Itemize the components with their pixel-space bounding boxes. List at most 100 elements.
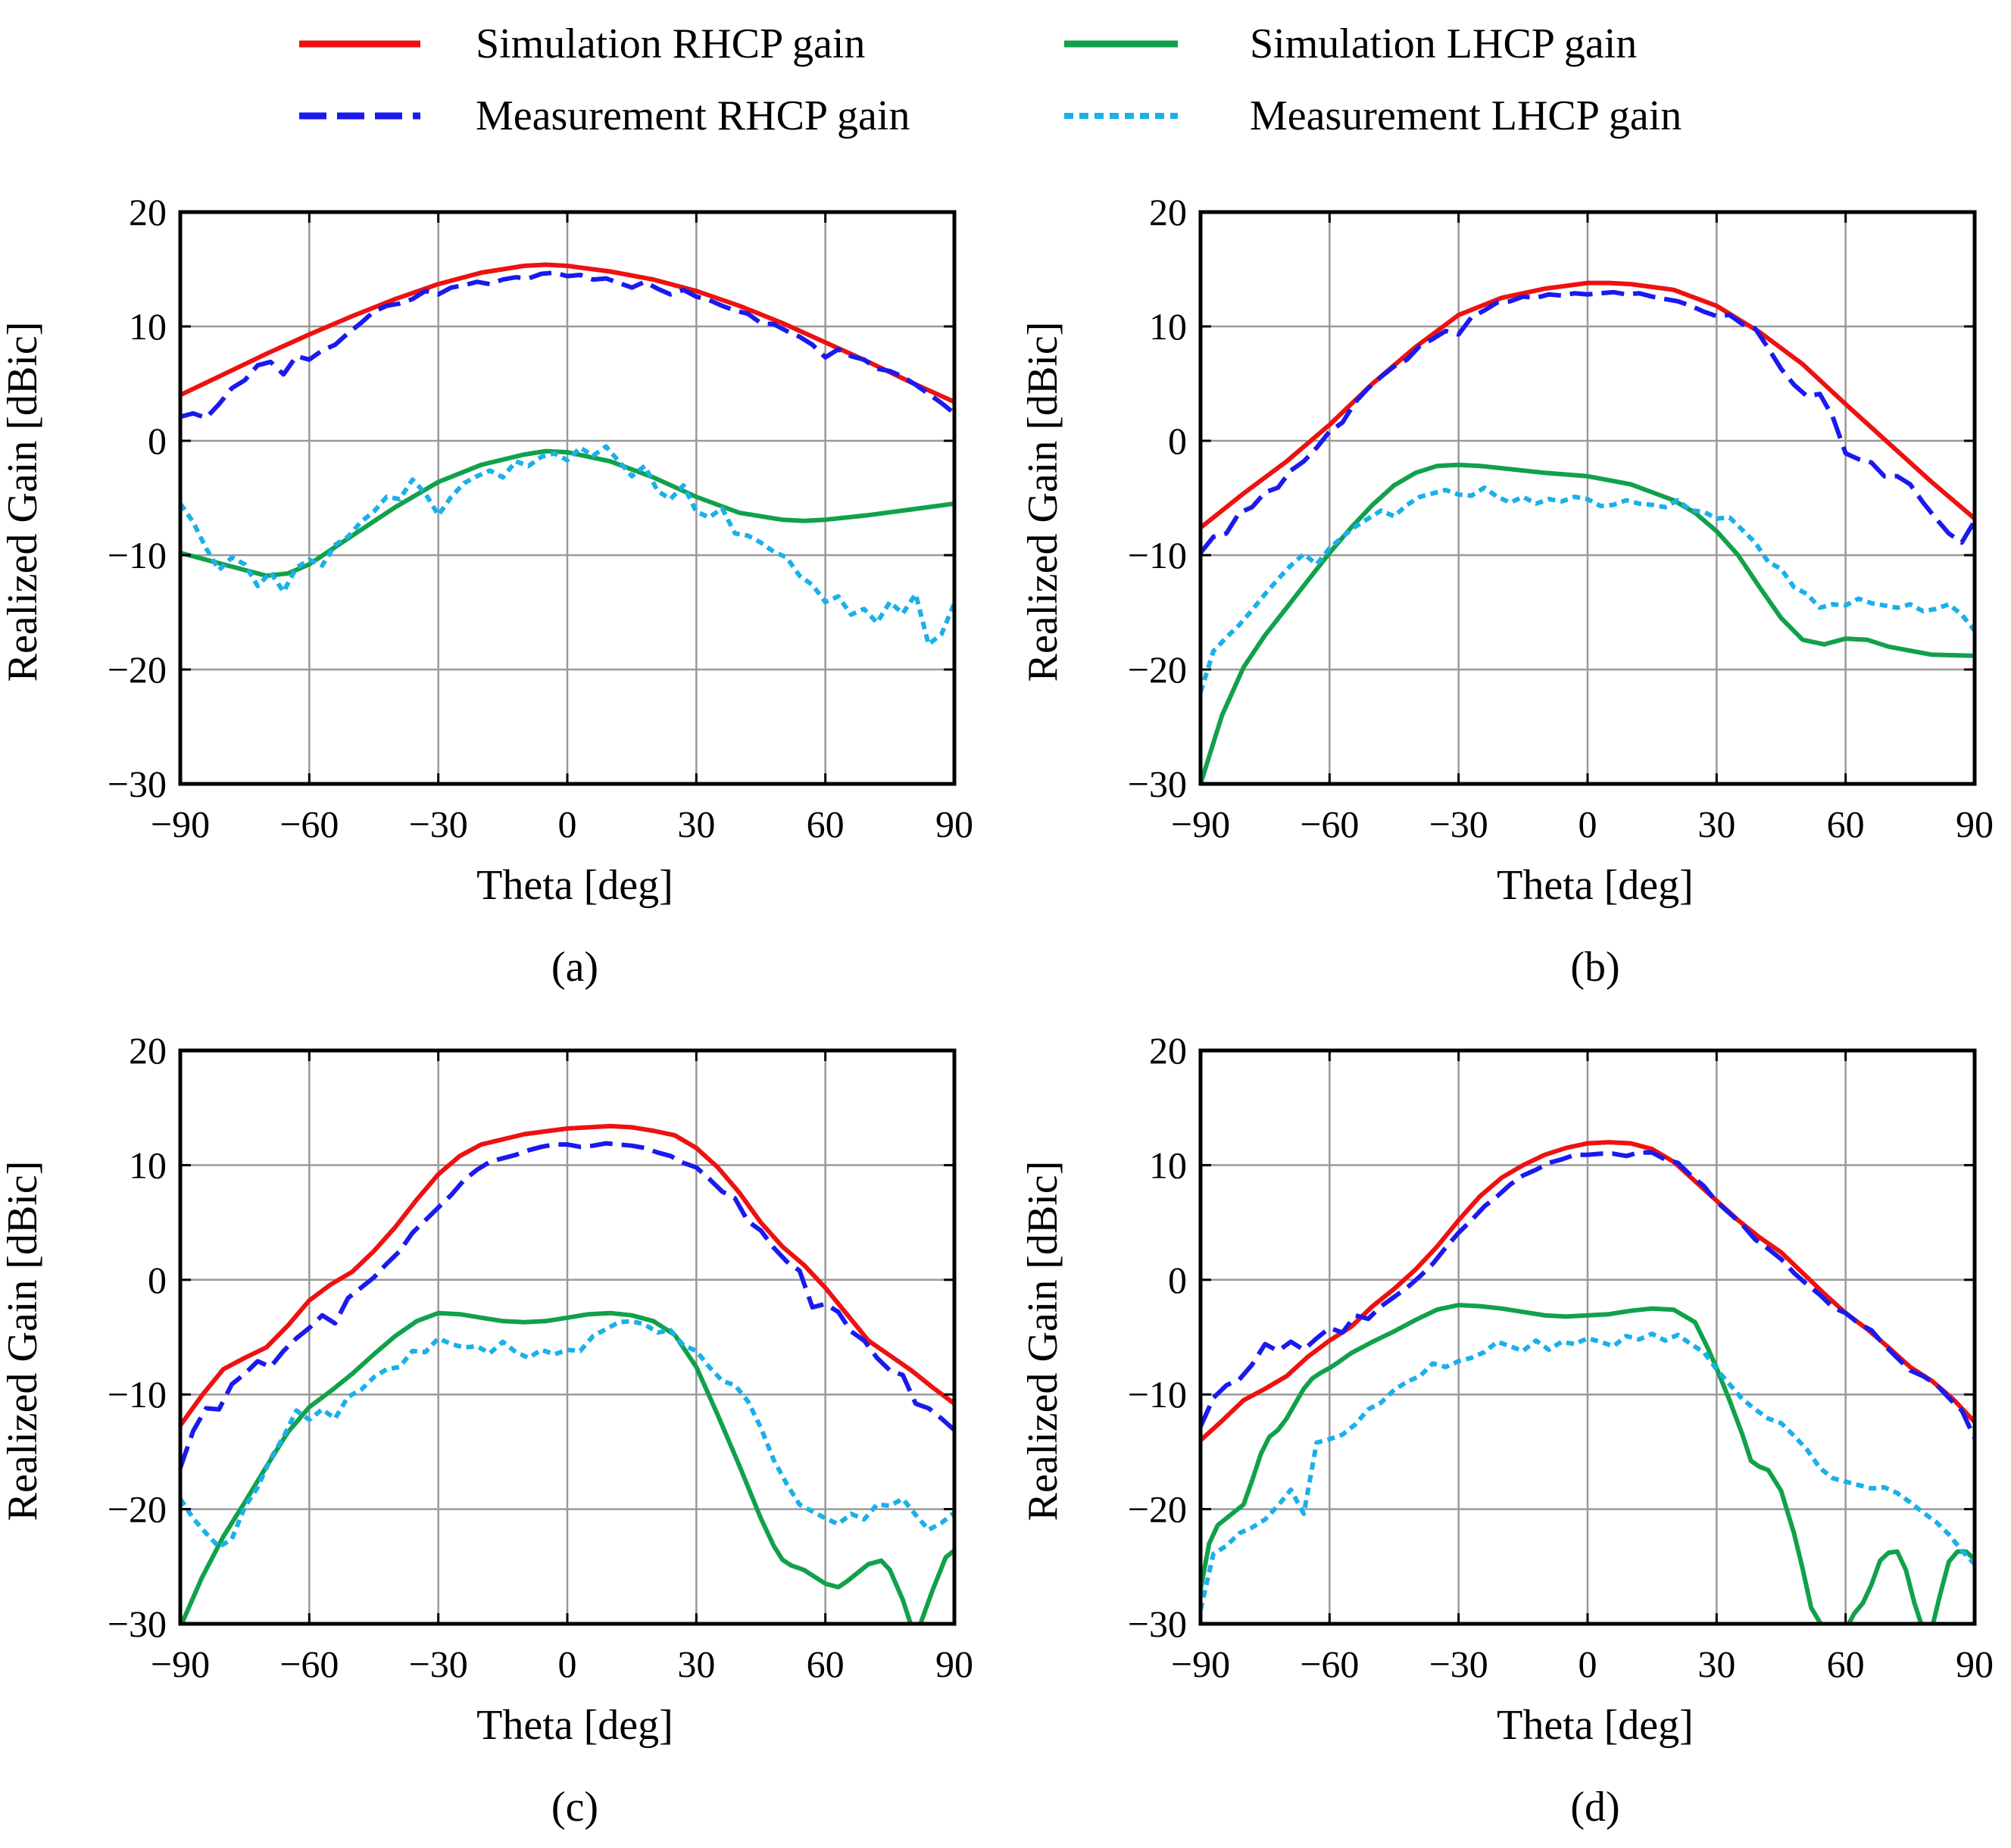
x-tick-label: 60 — [807, 803, 845, 845]
x-axis-label-c: Theta [deg] — [476, 1702, 673, 1749]
series-line-sim-lhcp-c — [180, 1310, 954, 1624]
y-tick-label: 10 — [1149, 305, 1187, 348]
series-line-meas-rhcp-b — [1201, 289, 1975, 554]
x-axis-label-b: Theta [deg] — [1497, 862, 1694, 909]
legend-label-sim-rhcp: Simulation RHCP gain — [476, 20, 865, 67]
x-tick-label: −60 — [279, 803, 339, 845]
y-tick-label: 20 — [129, 1029, 167, 1072]
chart-panel-b: −90 −60 −30 0 30 60 90 −30 −20 −10 0 10 20 Theta [deg… — [1020, 191, 1994, 991]
y-tick-label: −20 — [1128, 648, 1187, 691]
x-tick-label: −30 — [409, 1643, 468, 1685]
y-tick-label: −30 — [108, 763, 167, 805]
y-axis-label-b: Realized Gain [dBic] — [1020, 322, 1066, 682]
legend-label-meas-lhcp: Measurement LHCP gain — [1250, 92, 1682, 139]
y-tick-label: −10 — [1128, 534, 1187, 576]
series-line-meas-lhcp-b — [1201, 485, 1975, 694]
x-tick-label: 30 — [1697, 803, 1735, 845]
x-tick-label: 0 — [558, 803, 577, 845]
series-line-sim-lhcp-b — [1201, 462, 1975, 784]
y-axis-label-a: Realized Gain [dBic] — [0, 322, 46, 682]
y-axis-label-d: Realized Gain [dBic] — [1020, 1161, 1066, 1522]
legend-label-sim-lhcp: Simulation LHCP gain — [1250, 20, 1637, 67]
x-tick-label: 90 — [935, 1643, 973, 1685]
legend-label-meas-rhcp: Measurement RHCP gain — [476, 92, 910, 139]
x-tick-label: −90 — [151, 803, 210, 845]
series-line-meas-rhcp-d — [1201, 1150, 1975, 1439]
y-tick-label: −20 — [1128, 1488, 1187, 1531]
legend-item-meas-lhcp: Measurement LHCP gain — [1064, 92, 1682, 139]
series-line-meas-rhcp-a — [180, 270, 954, 420]
grid-b — [1201, 212, 1975, 784]
x-tick-label: −60 — [279, 1643, 339, 1685]
x-tick-label: −60 — [1300, 1643, 1359, 1685]
x-tick-label: 0 — [558, 1643, 577, 1685]
chart-panel-d: −90 −60 −30 0 30 60 90 −30 −20 −10 0 10 20 Theta [deg… — [1020, 1029, 1994, 1831]
y-tick-label: 0 — [148, 1259, 167, 1301]
x-tick-label: 60 — [1827, 803, 1865, 845]
x-tick-label: −30 — [1429, 803, 1488, 845]
x-tick-label: −30 — [409, 803, 468, 845]
x-tick-label: −60 — [1300, 803, 1359, 845]
x-tick-label: 90 — [935, 803, 973, 845]
y-tick-label: −10 — [108, 534, 167, 576]
y-tick-label: −20 — [108, 648, 167, 691]
series-line-sim-rhcp-b — [1201, 280, 1975, 530]
panel-caption-c: (c) — [551, 1784, 598, 1831]
x-tick-label: 30 — [677, 1643, 715, 1685]
series-group-a — [180, 262, 954, 647]
y-tick-label: −20 — [108, 1488, 167, 1531]
chart-panel-c: −90 −60 −30 0 30 60 90 −30 −20 −10 0 10 20 Theta [deg… — [0, 1029, 973, 1831]
series-line-meas-lhcp-c — [180, 1319, 954, 1550]
panel-caption-d: (d) — [1570, 1784, 1619, 1831]
grid-a — [180, 212, 954, 784]
x-tick-label: 60 — [807, 1643, 845, 1685]
y-tick-label: 0 — [148, 420, 167, 462]
x-tick-label: 0 — [1579, 803, 1597, 845]
series-group-d — [1201, 1140, 1975, 1624]
series-group-c — [180, 1123, 954, 1624]
y-tick-label: 20 — [1149, 1029, 1187, 1072]
x-tick-label: 0 — [1579, 1643, 1597, 1685]
x-axis-label-d: Theta [deg] — [1497, 1702, 1694, 1749]
y-tick-label: 0 — [1168, 420, 1187, 462]
panel-caption-b: (b) — [1570, 944, 1619, 991]
legend-item-sim-lhcp: Simulation LHCP gain — [1064, 20, 1637, 67]
y-tick-label: 0 — [1168, 1259, 1187, 1301]
chart-panel-a: −90 −60 −30 0 30 60 90 −30 −20 −10 0 10 20 Theta [deg… — [0, 191, 973, 991]
x-tick-label: −90 — [151, 1643, 210, 1685]
series-group-b — [1201, 280, 1975, 784]
x-tick-label: −90 — [1171, 803, 1230, 845]
x-tick-label: 90 — [1956, 1643, 1994, 1685]
x-tick-label: 90 — [1956, 803, 1994, 845]
series-line-meas-rhcp-c — [180, 1141, 954, 1469]
x-tick-label: 30 — [677, 803, 715, 845]
y-tick-label: −30 — [1128, 763, 1187, 805]
x-tick-label: 60 — [1827, 1643, 1865, 1685]
series-line-sim-rhcp-a — [180, 262, 954, 404]
y-tick-label: 10 — [1149, 1144, 1187, 1186]
x-tick-label: −90 — [1171, 1643, 1230, 1685]
panel-caption-a: (a) — [551, 944, 598, 991]
y-axis-label-c: Realized Gain [dBic] — [0, 1161, 46, 1522]
y-tick-label: 10 — [129, 1144, 167, 1186]
y-tick-label: 20 — [1149, 191, 1187, 233]
y-tick-label: 20 — [129, 191, 167, 233]
series-line-sim-lhcp-d — [1201, 1303, 1975, 1624]
legend-item-meas-rhcp: Measurement RHCP gain — [299, 92, 910, 139]
series-line-meas-lhcp-d — [1201, 1331, 1975, 1611]
series-line-sim-lhcp-a — [180, 448, 954, 579]
y-tick-label: −10 — [1128, 1373, 1187, 1416]
y-tick-label: −10 — [108, 1373, 167, 1416]
x-tick-label: 30 — [1697, 1643, 1735, 1685]
grid-d — [1201, 1050, 1975, 1624]
series-line-meas-lhcp-a — [180, 444, 954, 647]
x-tick-label: −30 — [1429, 1643, 1488, 1685]
y-tick-label: −30 — [108, 1603, 167, 1645]
x-axis-label-a: Theta [deg] — [476, 862, 673, 909]
legend-item-sim-rhcp: Simulation RHCP gain — [299, 20, 865, 67]
y-tick-label: −30 — [1128, 1603, 1187, 1645]
series-line-sim-rhcp-c — [180, 1123, 954, 1427]
y-tick-label: 10 — [129, 305, 167, 348]
